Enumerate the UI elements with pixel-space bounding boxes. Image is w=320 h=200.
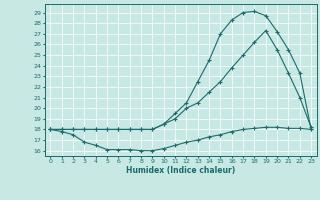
- X-axis label: Humidex (Indice chaleur): Humidex (Indice chaleur): [126, 166, 236, 175]
